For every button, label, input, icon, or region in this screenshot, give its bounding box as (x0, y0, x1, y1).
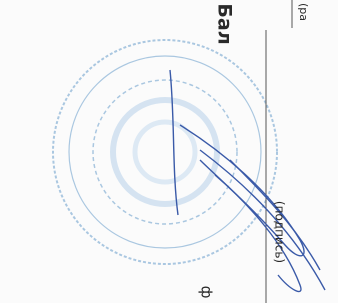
bottom-fragment: ф (198, 286, 216, 299)
page: Бал (ра (подпись) ф (() => { const data … (0, 0, 338, 303)
signature-caption: (подпись) (273, 201, 287, 263)
scanned-document: Бал (ра (подпись) ф (0, 0, 338, 303)
heading-fragment: Бал (214, 3, 236, 44)
caption-fragment: (ра (297, 3, 310, 21)
